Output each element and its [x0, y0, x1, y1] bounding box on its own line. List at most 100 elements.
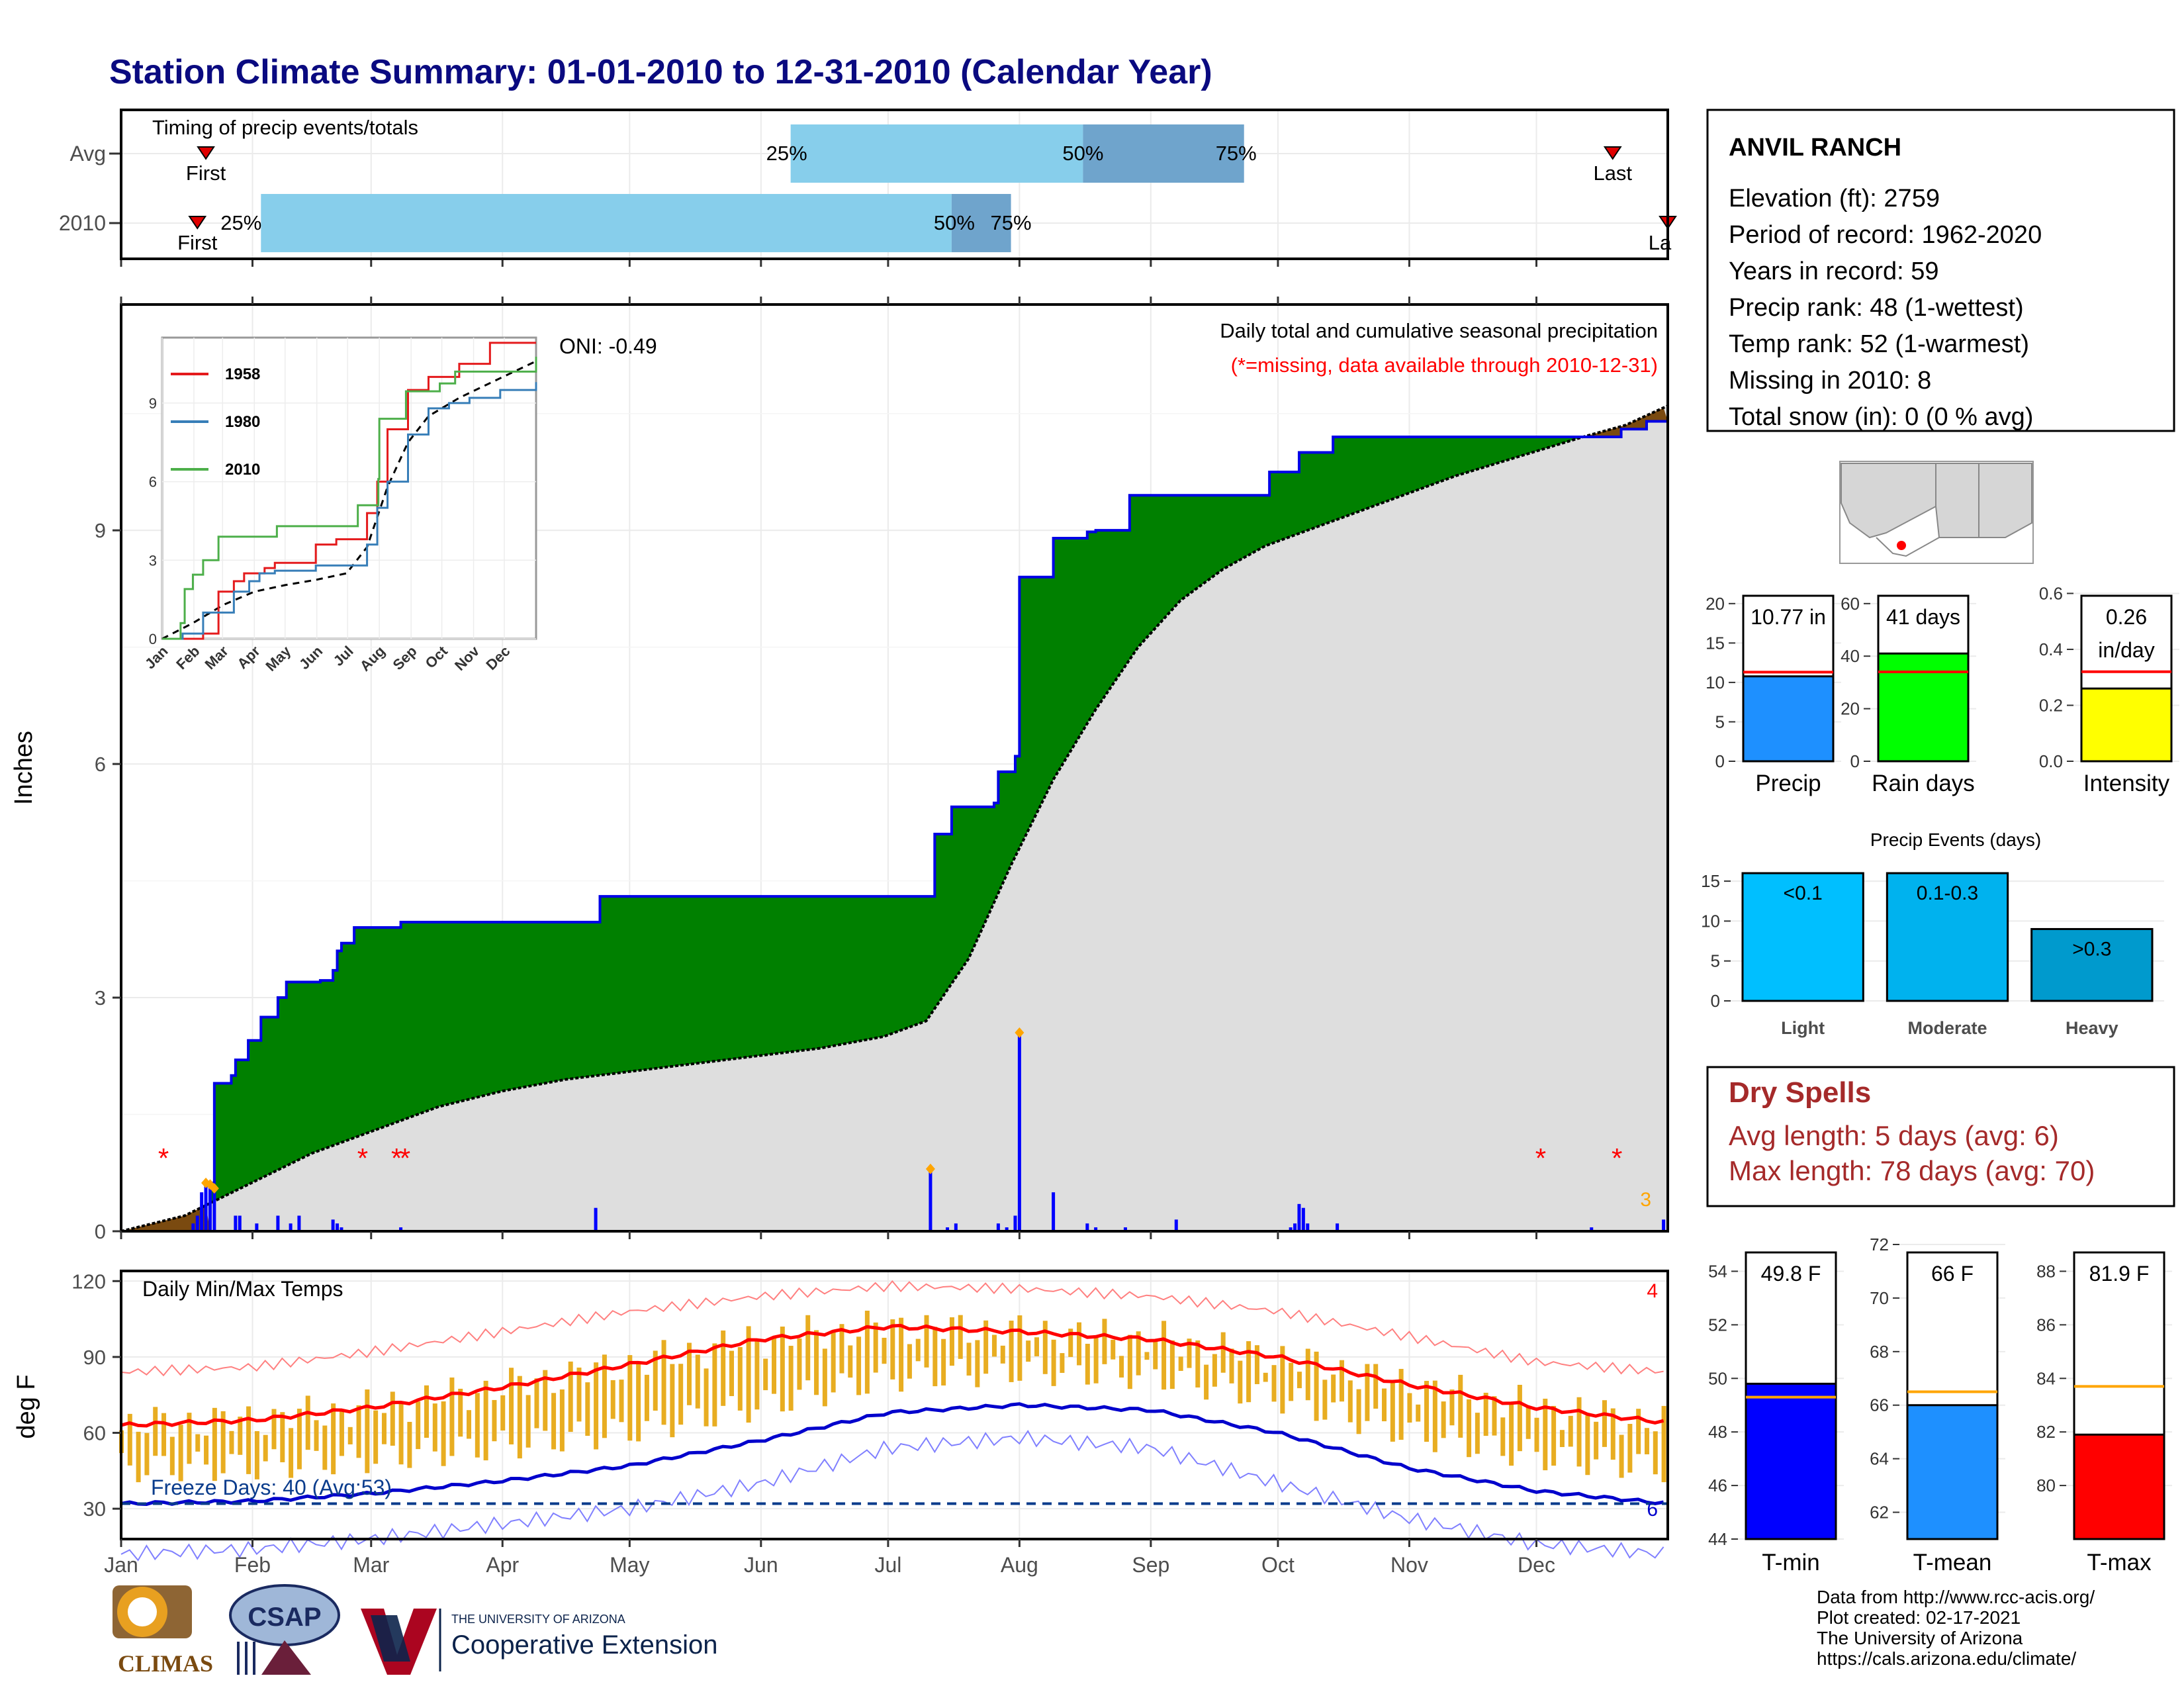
- daily-temp-range-bar: [153, 1407, 158, 1456]
- daily-temp-range-bar: [1212, 1354, 1217, 1387]
- daily-temp-range-bar: [492, 1399, 497, 1442]
- daily-precip-bar: [954, 1223, 958, 1231]
- temp-ytick-label: 120: [71, 1270, 106, 1293]
- mini-ytick-label: 72: [1870, 1235, 1889, 1254]
- month-label: Jan: [104, 1553, 138, 1577]
- freeze-days: Freeze Days: 40 (Avg:53): [151, 1476, 392, 1499]
- daily-precip-bar: [204, 1183, 208, 1231]
- daily-temp-range-bar: [398, 1402, 404, 1465]
- daily-precip-bar: [1017, 1033, 1021, 1231]
- daily-temp-range-bar: [822, 1348, 827, 1407]
- summary-bar-precip: 0 5 10 15 20 10.77 in Precip: [1706, 588, 1841, 796]
- daily-temp-range-bar: [864, 1311, 870, 1394]
- daily-temp-range-bar: [1169, 1340, 1175, 1389]
- summary-bar-charts: 0 5 10 15 20 10.77 in Precip 0 20 40 60 41 days Rain…: [1706, 583, 2179, 796]
- daily-temp-range-bar: [1517, 1385, 1522, 1452]
- daily-temp-range-bar: [1407, 1393, 1412, 1423]
- events-ytick-label: 5: [1711, 951, 1720, 971]
- daily-temp-range-bar: [1483, 1392, 1488, 1436]
- daily-temp-range-bar: [1636, 1409, 1641, 1454]
- station-info-line: Years in record: 59: [1729, 258, 1939, 285]
- daily-temp-range-bar: [1034, 1337, 1039, 1356]
- daily-precip-bar: [594, 1207, 598, 1231]
- missing-day-marker: *: [1612, 1143, 1622, 1174]
- inset-legend-label: 1980: [225, 413, 260, 431]
- daily-temp-range-bar: [1610, 1408, 1615, 1460]
- station-info-line: Elevation (ft): 2759: [1729, 185, 1940, 212]
- daily-temp-range-bar: [271, 1409, 277, 1450]
- events-bar: [1741, 872, 1864, 1002]
- summary-bar-rain-days: 0 20 40 60 41 days Rain days: [1841, 588, 1976, 796]
- daily-temp-range-bar: [1093, 1336, 1099, 1383]
- daily-temp-range-bar: [161, 1413, 167, 1456]
- mini-ytick-label: 0: [1715, 751, 1725, 771]
- mini-ytick-label: 68: [1870, 1342, 1889, 1362]
- mini-value-label: 66 F: [1931, 1262, 1974, 1286]
- daily-temp-range-bar: [805, 1315, 811, 1381]
- daily-temp-range-bar: [543, 1370, 548, 1431]
- daily-precip-bar: [255, 1223, 259, 1231]
- mini-ytick-label: 10: [1706, 673, 1725, 692]
- mini-ytick-label: 80: [2036, 1476, 2056, 1495]
- daily-temp-range-bar: [839, 1324, 844, 1374]
- precip-ylabel: Inches: [10, 731, 38, 805]
- daily-precip-bar: [946, 1227, 950, 1231]
- daily-temp-range-bar: [1458, 1374, 1463, 1438]
- daily-precip-bar: [1174, 1219, 1178, 1231]
- daily-temp-range-bar: [678, 1364, 684, 1425]
- daily-precip-bar: [336, 1223, 340, 1231]
- events-bin-label: >0.3: [2072, 938, 2111, 960]
- daily-precip-bar: [1052, 1192, 1056, 1231]
- daily-temp-range-bar: [856, 1336, 862, 1395]
- mini-ytick-label: 86: [2036, 1315, 2056, 1335]
- inset-ytick-label: 9: [149, 395, 157, 412]
- daily-temp-range-bar: [1644, 1428, 1649, 1455]
- daily-temp-range-bar: [204, 1435, 209, 1465]
- cumulative-2010-line: [121, 392, 1669, 1233]
- footer-line: Data from http://www.rcc-acis.org/: [1817, 1587, 2095, 1607]
- daily-precip-bar: [331, 1219, 335, 1231]
- daily-temp-range-bar: [1543, 1398, 1548, 1471]
- first-event-label: First: [186, 162, 226, 185]
- mini-category-label: T-min: [1762, 1550, 1820, 1575]
- daily-temp-range-bar: [1365, 1364, 1370, 1421]
- daily-temp-range-bar: [517, 1376, 522, 1459]
- daily-temp-range-bar: [653, 1350, 658, 1411]
- mini-ytick-label: 44: [1708, 1529, 1727, 1549]
- daily-temp-range-bar: [559, 1389, 565, 1452]
- daily-temp-range-bar: [848, 1345, 853, 1378]
- daily-temp-range-bar: [610, 1380, 615, 1419]
- daily-temp-range-bar: [246, 1406, 251, 1474]
- daily-temp-range-bar: [1449, 1389, 1455, 1426]
- daily-temp-range-bar: [1263, 1372, 1268, 1382]
- events-ytick-label: 0: [1711, 991, 1720, 1011]
- daily-temp-range-bar: [525, 1395, 531, 1448]
- daily-temp-range-bar: [924, 1315, 929, 1368]
- daily-temp-range-bar: [534, 1378, 539, 1429]
- precip-subtitle: Daily total and cumulative seasonal prec…: [1220, 319, 1658, 342]
- month-label: Feb: [234, 1553, 271, 1577]
- daily-temp-range-bar: [347, 1427, 353, 1444]
- footer-line: https://cals.arizona.edu/climate/: [1817, 1648, 2076, 1669]
- daily-precip-bar: [208, 1184, 212, 1231]
- daily-precip-bar: [289, 1223, 293, 1231]
- daily-temp-range-bar: [1424, 1381, 1430, 1442]
- daily-temp-range-bar: [220, 1411, 226, 1474]
- timing-p75-label: 75%: [1216, 142, 1257, 165]
- daily-temp-range-bar: [314, 1420, 319, 1451]
- daily-precip-bar: [399, 1227, 403, 1231]
- daily-temp-range-bar: [449, 1377, 455, 1456]
- daily-temp-range-bar: [289, 1428, 294, 1478]
- station-info-line: Missing in 2010: 8: [1729, 367, 1931, 395]
- daily-temp-range-bar: [212, 1407, 217, 1481]
- daily-temp-range-bar: [1119, 1356, 1124, 1378]
- daily-temp-range-bar: [636, 1362, 641, 1442]
- daily-temp-range-bar: [568, 1361, 573, 1432]
- daily-temp-range-bar: [619, 1380, 624, 1423]
- daily-temp-range-bar: [1432, 1380, 1437, 1452]
- daily-temp-range-bar: [136, 1431, 141, 1483]
- daily-temp-range-bar: [1178, 1356, 1183, 1371]
- daily-precip-bar: [1123, 1227, 1127, 1231]
- timing-bar-50-75: [1083, 124, 1244, 183]
- daily-precip-bar: [1306, 1223, 1310, 1231]
